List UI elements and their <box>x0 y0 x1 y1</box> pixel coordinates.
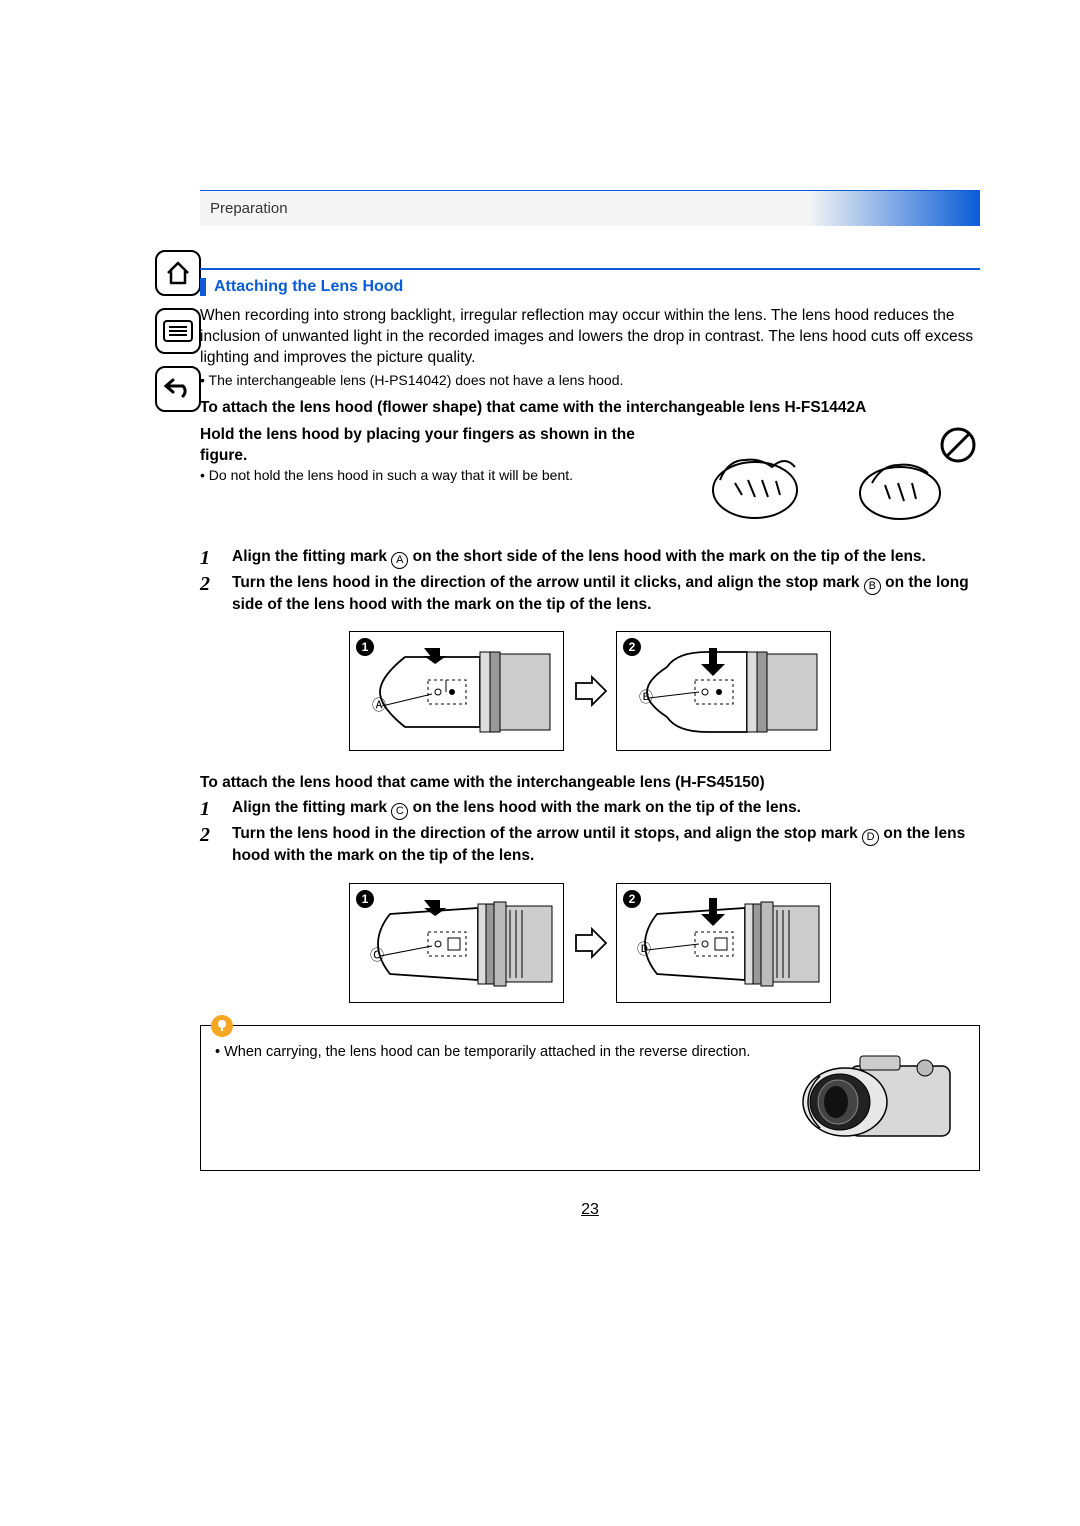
svg-text:Ⓒ: Ⓒ <box>370 947 384 963</box>
diagram-2: 2 Ⓓ <box>616 883 831 1003</box>
arrow-right-icon <box>572 925 608 961</box>
contents-button[interactable] <box>155 308 201 354</box>
proc2-heading: To attach the lens hood that came with t… <box>200 773 980 794</box>
proc1-step2: Turn the lens hood in the direction of t… <box>232 573 980 616</box>
sidebar-nav <box>155 250 201 424</box>
proc1-steps: 1 Align the fitting mark A on the short … <box>200 547 980 616</box>
home-button[interactable] <box>155 250 201 296</box>
step-number: 1 <box>200 547 218 569</box>
back-icon <box>163 376 193 402</box>
divider <box>200 268 980 270</box>
proc1-hold-note: • Do not hold the lens hood in such a wa… <box>200 466 664 485</box>
proc2-step2: Turn the lens hood in the direction of t… <box>232 824 980 867</box>
home-icon <box>164 259 192 287</box>
proc1-heading: To attach the lens hood (flower shape) t… <box>200 398 980 419</box>
step-number: 2 <box>200 573 218 616</box>
diagram-1: 1 Ⓐ <box>349 631 564 751</box>
step-number: 2 <box>200 824 218 867</box>
breadcrumb: Preparation <box>210 200 288 217</box>
lens-diagram-icon: Ⓓ <box>617 884 832 1004</box>
lens-diagram-icon: Ⓑ <box>617 632 832 752</box>
diagram-1: 1 Ⓒ <box>349 883 564 1003</box>
list-icon <box>163 320 193 342</box>
lens-diagram-icon: Ⓒ <box>350 884 565 1004</box>
back-button[interactable] <box>155 366 201 412</box>
tip-box: • When carrying, the lens hood can be te… <box>200 1025 980 1171</box>
tip-badge-icon <box>211 1015 233 1037</box>
hand-wrong-icon <box>850 425 980 525</box>
lens-diagram-icon: Ⓐ <box>350 632 565 752</box>
intro-bullet: • The interchangeable lens (H-PS14042) d… <box>200 371 980 390</box>
camera-illustration-icon <box>790 1038 965 1158</box>
svg-text:Ⓓ: Ⓓ <box>637 941 651 957</box>
diagram-2: 2 Ⓑ <box>616 631 831 751</box>
intro-paragraph: When recording into strong backlight, ir… <box>200 306 980 369</box>
proc1-diagrams: 1 Ⓐ 2 <box>200 631 980 751</box>
proc1-step1: Align the fitting mark A on the short si… <box>232 547 926 569</box>
svg-text:Ⓑ: Ⓑ <box>639 689 653 705</box>
page-content: Preparation Attaching the Lens Hood When… <box>200 190 980 1219</box>
proc1-hold: Hold the lens hood by placing your finge… <box>200 425 664 467</box>
proc2-diagrams: 1 Ⓒ 2 <box>200 883 980 1003</box>
section-title: Attaching the Lens Hood <box>200 278 980 296</box>
proc2-steps: 1 Align the fitting mark C on the lens h… <box>200 798 980 867</box>
svg-text:Ⓐ: Ⓐ <box>372 697 386 713</box>
tip-text: • When carrying, the lens hood can be te… <box>215 1038 778 1062</box>
proc2-step1: Align the fitting mark C on the lens hoo… <box>232 798 801 820</box>
page-number: 23 <box>200 1201 980 1219</box>
step-number: 1 <box>200 798 218 820</box>
breadcrumb-bar: Preparation <box>200 190 980 226</box>
hand-correct-icon <box>700 425 830 525</box>
arrow-right-icon <box>572 673 608 709</box>
